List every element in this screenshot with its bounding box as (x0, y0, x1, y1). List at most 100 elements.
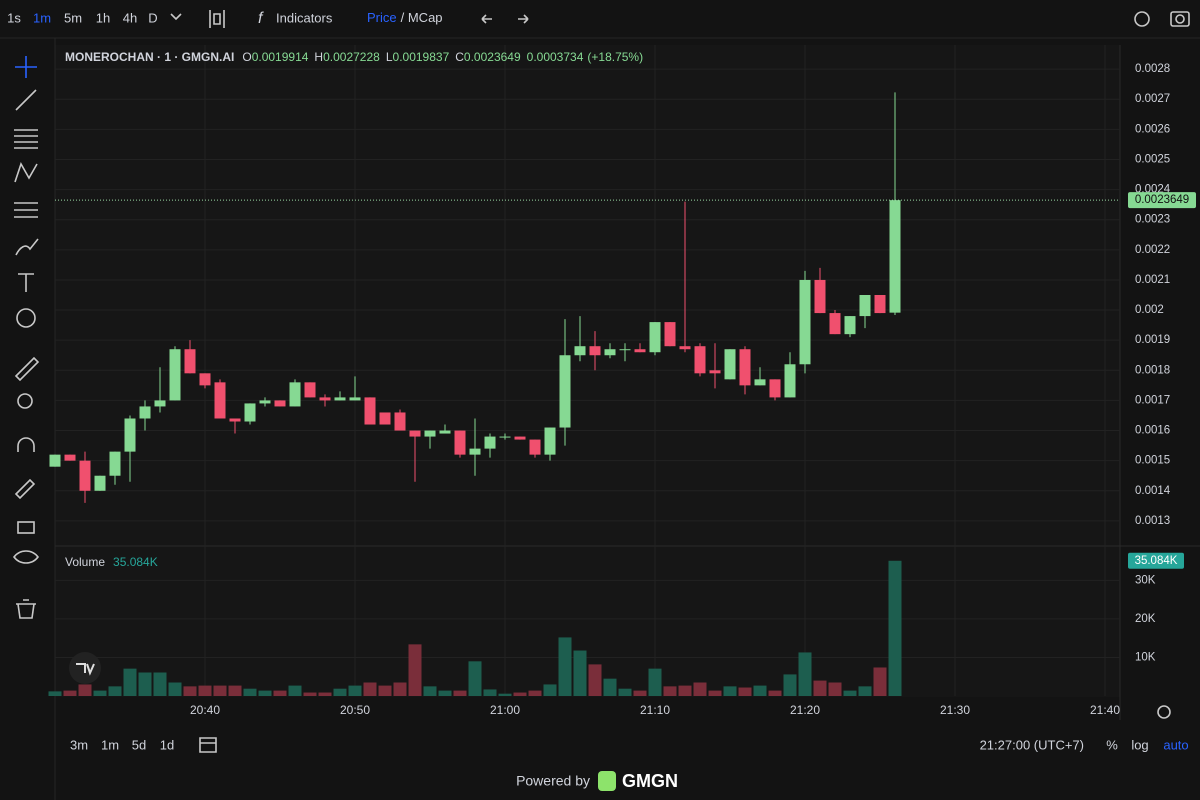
last-price-label: 0.0023649 (1135, 194, 1189, 206)
interval-button[interactable]: 4h (123, 10, 137, 25)
ohlc-prefix: H (314, 50, 323, 64)
y-tick-label: 0.0015 (1135, 455, 1170, 467)
price-mcap-toggle[interactable]: Price / MCap (367, 10, 443, 25)
volume-bar (438, 690, 452, 696)
fib-tool[interactable] (14, 129, 38, 149)
volume-bar (723, 686, 737, 696)
candle-body (289, 382, 301, 407)
pattern-tool[interactable] (14, 162, 38, 183)
volume-bar (228, 685, 242, 696)
volume-bar (363, 682, 377, 696)
candle-body (754, 379, 766, 386)
volume-bar (588, 664, 602, 696)
ohlc-legend: MONEROCHAN · 1 · GMGN.AI O0.0019914 H0.002… (65, 50, 643, 64)
candle-body (244, 403, 256, 422)
indicators-button[interactable]: Indicators (276, 10, 333, 25)
volume-bar (48, 691, 62, 696)
ohlc-value: 0.0023649 (464, 50, 521, 64)
candle-body (709, 370, 721, 374)
brand-name: GMGN (622, 771, 678, 791)
candle-body (784, 364, 796, 398)
percent-toggle[interactable]: % (1106, 737, 1118, 752)
candle-body (379, 412, 391, 425)
candle-body (139, 406, 151, 419)
change-value: 0.0003734 (527, 50, 584, 64)
candle-body (544, 427, 556, 455)
volume-bar (888, 560, 902, 696)
volume-bar (648, 668, 662, 696)
candle-body (109, 451, 121, 476)
settings[interactable] (1134, 11, 1150, 27)
volume-bar (78, 684, 92, 696)
lock-draw-tool[interactable] (14, 478, 36, 500)
camera[interactable] (1170, 11, 1190, 27)
range-button[interactable]: 5d (132, 737, 146, 752)
candle-body (214, 382, 226, 419)
text-tool[interactable] (18, 273, 34, 292)
volume-bar (828, 682, 842, 696)
y-tick-label: 0.0027 (1135, 93, 1170, 105)
candle-body (859, 295, 871, 317)
candle-body (469, 448, 481, 455)
crosshair[interactable] (15, 56, 37, 78)
candle-body (574, 346, 586, 356)
y-tick-label: 0.0018 (1135, 364, 1170, 376)
ruler-tool[interactable] (14, 356, 40, 382)
lock-tool[interactable] (17, 521, 35, 534)
auto-toggle[interactable]: auto (1163, 737, 1188, 752)
volume-bar (303, 692, 317, 696)
y-tick-label: 0.0013 (1135, 515, 1170, 527)
ohlc-prefix: L (386, 50, 393, 64)
volume-bar (573, 650, 587, 696)
hide-tool[interactable] (12, 550, 40, 564)
volume-bar (873, 667, 887, 696)
candle-body (634, 349, 646, 353)
volume-bar (93, 690, 107, 696)
volume-tag (1128, 552, 1184, 569)
candle-body (724, 349, 736, 380)
candle-body (94, 475, 106, 491)
axis-settings[interactable] (1157, 705, 1171, 719)
volume-bar (123, 668, 137, 696)
y-tick-label: 0.0016 (1135, 425, 1170, 437)
interval-button[interactable]: 1h (96, 10, 110, 25)
brush-tool[interactable] (15, 238, 39, 256)
change-percent: (+18.75%) (587, 50, 643, 64)
volume-tick-label: 10K (1135, 651, 1156, 663)
dropdown[interactable] (170, 13, 182, 21)
log-toggle[interactable]: log (1131, 737, 1148, 752)
range-button[interactable]: 3m (70, 737, 88, 752)
magnet-tool[interactable] (17, 437, 35, 452)
trash-tool[interactable] (16, 599, 36, 619)
volume-bar (378, 685, 392, 696)
interval-button[interactable]: 1m (33, 10, 51, 25)
range-button[interactable]: 1m (101, 737, 119, 752)
volume-bar (708, 690, 722, 696)
volume-bar (468, 661, 482, 696)
candle-icon[interactable] (209, 10, 225, 28)
volume-bar (423, 686, 437, 696)
fx-icon[interactable]: f (258, 10, 264, 27)
line-tool[interactable] (15, 89, 37, 111)
candle-body (679, 346, 691, 350)
zoom-tool[interactable] (17, 393, 33, 409)
volume-bar (318, 692, 332, 696)
candle-body (334, 397, 346, 401)
volume-bar (813, 680, 827, 696)
undo-redo[interactable] (481, 14, 529, 24)
date-range-icon[interactable] (199, 737, 217, 753)
x-tick-label: 21:40 (1090, 703, 1120, 717)
volume-bar (453, 690, 467, 696)
x-tick-label: 20:50 (340, 703, 370, 717)
candle-body (769, 379, 781, 398)
interval-button[interactable]: 1s (7, 10, 21, 25)
volume-bar (183, 686, 197, 696)
interval-button[interactable]: D (148, 10, 157, 25)
interval-button[interactable]: 5m (64, 10, 82, 25)
camera-lens (1175, 14, 1185, 24)
powered-by: Powered by (516, 773, 590, 789)
candle-body (169, 349, 181, 401)
projection-tool[interactable] (14, 202, 38, 218)
emoji-tool[interactable] (16, 308, 36, 328)
range-button[interactable]: 1d (160, 737, 174, 752)
